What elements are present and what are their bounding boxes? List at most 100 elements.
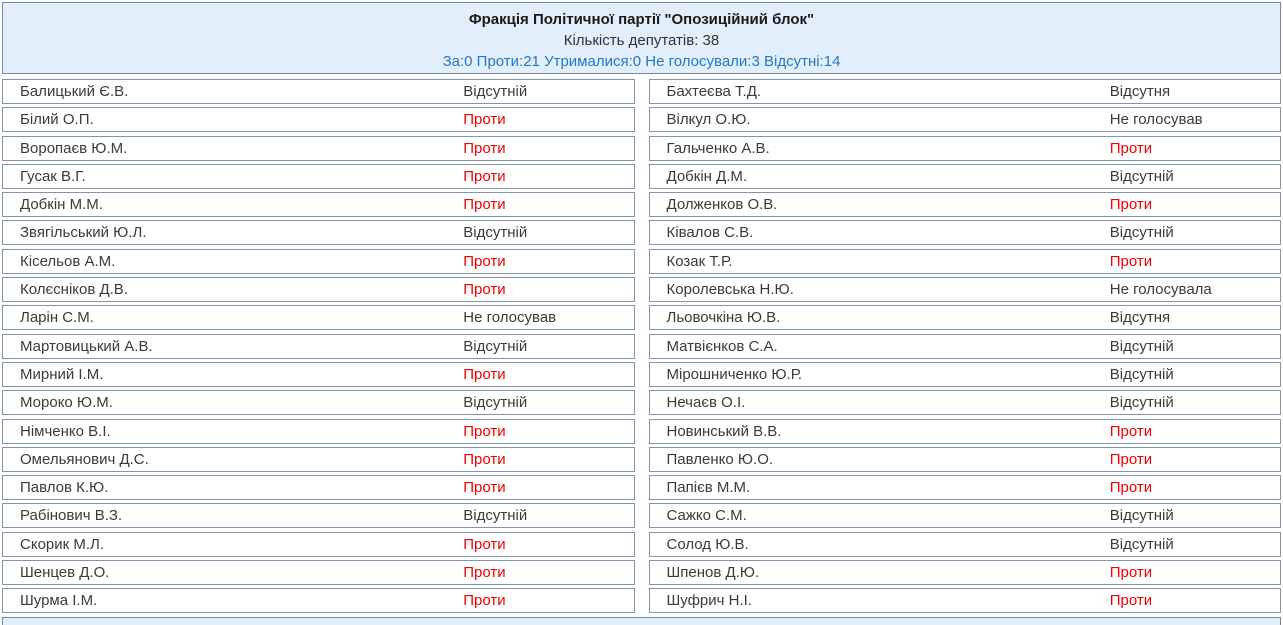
deputy-row: Павленко Ю.О. Проти: [648, 446, 1281, 472]
vote-value: Відсутній: [463, 394, 528, 412]
deputy-row: Колєсніков Д.В. Проти: [2, 277, 635, 303]
vote-value: Відсутній: [1109, 394, 1174, 412]
vote-value: Проти: [1109, 139, 1153, 157]
deputy-row: Балицький Є.В. Відсутній: [2, 79, 635, 104]
deputy-name: Бахтеєва Т.Д.: [666, 83, 762, 100]
deputy-row: Павлов К.Ю. Проти: [2, 475, 635, 501]
deputy-name: Скорик М.Л.: [20, 535, 105, 553]
vote-value: Проти: [1109, 564, 1153, 582]
deputy-row: Звягільський Ю.Л. Відсутній: [2, 220, 635, 246]
vote-value: Проти: [463, 365, 506, 383]
vote-value: Відсутній: [463, 337, 528, 355]
deputy-row: Матвієнков С.А. Відсутній: [648, 333, 1281, 359]
deputy-row: Скорик М.Л. Проти: [2, 531, 635, 557]
deputy-name: Новинський В.В.: [666, 422, 782, 440]
vote-value: Відсутній: [1109, 365, 1174, 383]
deputy-row: Рабінович В.З. Відсутній: [2, 503, 635, 529]
vote-value: Відсутній: [463, 224, 528, 242]
deputy-row: Новинський В.В. Проти: [648, 418, 1281, 444]
vote-value: Проти: [463, 139, 506, 157]
vote-value: Відсутня: [1109, 309, 1171, 327]
vote-value: Проти: [1109, 252, 1153, 270]
deputy-name: Шуфрич Н.І.: [666, 592, 752, 610]
vote-value: Відсутній: [1109, 167, 1174, 185]
deputy-row: Воропаєв Ю.М. Проти: [2, 135, 635, 161]
deputy-row: Папієв М.М. Проти: [648, 475, 1281, 501]
deputy-name: Павленко Ю.О.: [666, 450, 774, 468]
deputy-row: Сажко С.М. Відсутній: [648, 503, 1281, 529]
vote-value: Відсутній: [1109, 507, 1174, 525]
deputy-row: Королевська Н.Ю. Не голосувала: [648, 277, 1281, 303]
vote-value: Відсутній: [463, 507, 528, 525]
deputy-name: Ларін С.М.: [20, 309, 94, 327]
vote-value: Проти: [463, 564, 506, 582]
vote-value: Проти: [463, 422, 506, 440]
vote-value: Проти: [463, 252, 506, 270]
deputy-name: Козак Т.Р.: [666, 252, 733, 270]
deputy-name: Білий О.П.: [20, 111, 94, 129]
vote-value: Проти: [463, 450, 506, 468]
deputy-row: Мирний І.М. Проти: [2, 361, 635, 387]
deputy-row: Ларін С.М. Не голосував: [2, 305, 635, 331]
next-section-partial-header: [2, 616, 1281, 625]
deputy-name: Воропаєв Ю.М.: [20, 139, 128, 157]
vote-value: Не голосував: [1109, 111, 1203, 129]
deputy-name: Шенцев Д.О.: [20, 564, 110, 582]
deputy-name: Вілкул О.Ю.: [666, 111, 751, 129]
deputy-name: Гальченко А.В.: [666, 139, 770, 157]
deputy-name: Гусак В.Г.: [20, 167, 86, 185]
vote-value: Відсутній: [1109, 337, 1174, 355]
deputy-name: Мірошниченко Ю.Р.: [666, 365, 803, 383]
deputy-name: Мартовицький А.В.: [20, 337, 153, 355]
vote-value: Проти: [1109, 422, 1153, 440]
vote-value: Проти: [463, 535, 506, 553]
deputy-row: Вілкул О.Ю. Не голосував: [648, 107, 1281, 133]
deputy-row: Мірошниченко Ю.Р. Відсутній: [648, 361, 1281, 387]
deputy-name: Балицький Є.В.: [20, 83, 129, 100]
deputy-name: Омельянович Д.С.: [20, 450, 149, 468]
faction-header: Фракція Політичної партії "Опозиційний б…: [2, 2, 1281, 74]
faction-title: Фракція Політичної партії "Опозиційний б…: [468, 11, 815, 28]
deputy-name: Льовочкіна Ю.В.: [666, 309, 781, 327]
vote-table: Балицький Є.В. Відсутній Білий О.П. Проти Во…: [2, 79, 1281, 617]
vote-value: Відсутній: [463, 83, 528, 100]
vote-value: Проти: [1109, 196, 1153, 214]
deputy-name: Нечаєв О.І.: [666, 394, 746, 412]
deputy-name: Кісельов А.М.: [20, 252, 116, 270]
vote-value: Проти: [463, 167, 506, 185]
deputy-name: Звягільський Ю.Л.: [20, 224, 147, 242]
deputy-name: Добкін М.М.: [20, 196, 103, 214]
deputy-row: Німченко В.І. Проти: [2, 418, 635, 444]
vote-value: Проти: [1109, 592, 1153, 610]
deputy-name: Папієв М.М.: [666, 479, 751, 497]
deputy-row: Кісельов А.М. Проти: [2, 248, 635, 274]
vote-value: Проти: [1109, 479, 1153, 497]
deputy-name: Павлов К.Ю.: [20, 479, 109, 497]
deputy-name: Солод Ю.В.: [666, 535, 749, 553]
deputy-name: Ківалов С.В.: [666, 224, 754, 242]
deputy-name: Шурма І.М.: [20, 592, 98, 610]
deputies-count: Кількість депутатів: 38: [563, 32, 720, 49]
deputy-row: Білий О.П. Проти: [2, 107, 635, 133]
deputy-row: Ківалов С.В. Відсутній: [648, 220, 1281, 246]
deputy-row: Гальченко А.В. Проти: [648, 135, 1281, 161]
deputy-name: Німченко В.І.: [20, 422, 111, 440]
deputy-name: Королевська Н.Ю.: [666, 281, 794, 299]
vote-value: Не голосувала: [1109, 281, 1212, 299]
deputy-row: Добкін Д.М. Відсутній: [648, 163, 1281, 189]
deputy-row: Шуфрич Н.І. Проти: [648, 588, 1281, 614]
deputy-name: Мирний І.М.: [20, 365, 104, 383]
deputy-row: Шенцев Д.О. Проти: [2, 560, 635, 586]
vote-value: Проти: [463, 111, 506, 129]
deputy-name: Колєсніков Д.В.: [20, 281, 128, 299]
deputy-row: Нечаєв О.І. Відсутній: [648, 390, 1281, 416]
deputy-row: Омельянович Д.С. Проти: [2, 446, 635, 472]
vote-value: Не голосував: [463, 309, 557, 327]
deputy-name: Рабінович В.З.: [20, 507, 123, 525]
deputy-row: Мороко Ю.М. Відсутній: [2, 390, 635, 416]
vote-value: Проти: [463, 592, 506, 610]
vote-value: Відсутній: [1109, 535, 1174, 553]
vote-value: Відсутня: [1109, 83, 1171, 100]
deputy-row: Льовочкіна Ю.В. Відсутня: [648, 305, 1281, 331]
